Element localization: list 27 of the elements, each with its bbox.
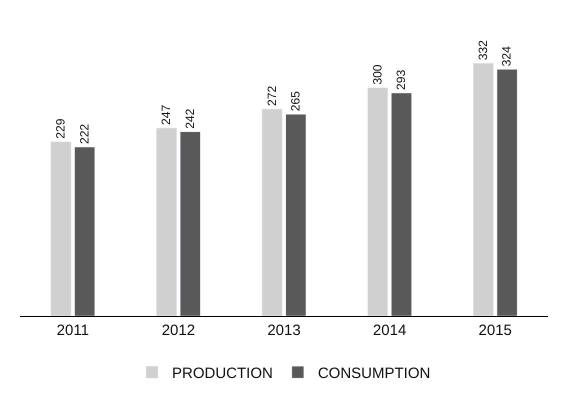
bar <box>50 141 72 316</box>
data-label: 265 <box>288 90 303 112</box>
data-label: 242 <box>182 108 197 129</box>
x-tick-label: 2014 <box>372 322 406 339</box>
bar <box>180 132 201 316</box>
bar <box>391 92 412 316</box>
bar <box>472 63 494 316</box>
bar <box>496 69 518 316</box>
data-label: 332 <box>476 40 490 60</box>
bar <box>156 128 177 316</box>
data-label: 293 <box>394 70 408 90</box>
x-tick-label: 2012 <box>162 322 196 339</box>
data-label: 229 <box>54 118 68 139</box>
data-label: 324 <box>500 46 514 66</box>
legend-label: CONSUMPTION <box>318 365 430 382</box>
x-tick-label: 2015 <box>478 322 512 339</box>
bar <box>367 87 388 316</box>
bar <box>286 114 306 316</box>
data-label: 272 <box>264 86 279 106</box>
legend-label: PRODUCTION <box>172 365 273 382</box>
data-label: 300 <box>370 64 384 85</box>
bar <box>262 108 282 316</box>
bar <box>74 146 96 316</box>
x-tick-label: 2011 <box>56 322 89 339</box>
data-label: 222 <box>77 124 92 144</box>
data-label: 247 <box>159 104 174 125</box>
x-tick-label: 2013 <box>267 322 301 339</box>
